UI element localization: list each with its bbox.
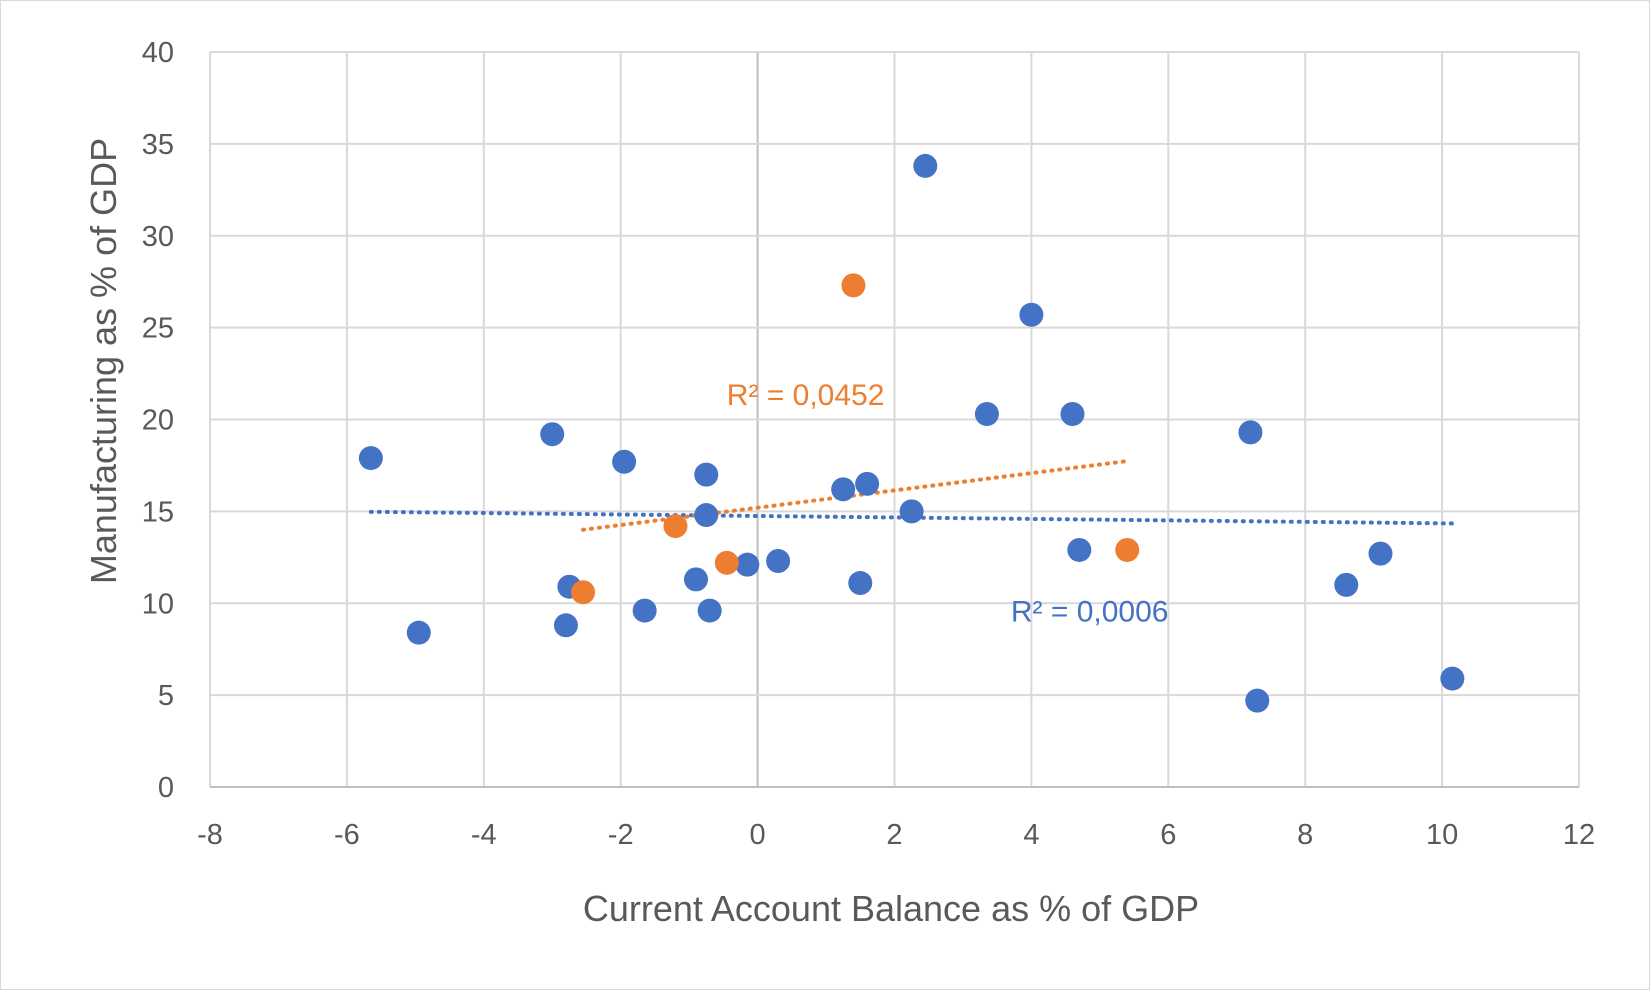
labels: -8 -6 -4 -2 0 2 4 6 8 10 12 0 5 10 15 20 25 30 35 40 R² = 0,… — [142, 37, 1595, 851]
data-point — [899, 499, 924, 524]
data-point — [913, 153, 938, 178]
y-tick-label: 0 — [158, 772, 174, 804]
x-tick-label: -8 — [197, 819, 223, 851]
x-tick-label: 10 — [1426, 819, 1458, 851]
data-point — [766, 548, 791, 573]
data-point — [540, 422, 565, 447]
data-point — [1368, 541, 1393, 566]
data-point — [974, 401, 999, 426]
x-tick-label: -4 — [471, 819, 497, 851]
data-point — [1019, 302, 1044, 327]
data-point — [663, 514, 688, 539]
y-tick-label: 15 — [142, 496, 174, 528]
data-point — [1060, 401, 1085, 426]
data-point — [735, 552, 760, 577]
data-point — [694, 462, 719, 487]
y-tick-label: 30 — [142, 221, 174, 253]
data-point — [855, 471, 880, 496]
trendlines — [368, 459, 1455, 532]
data-point — [1440, 666, 1465, 691]
x-axis-title: Current Account Balance as % of GDP — [583, 888, 1199, 929]
x-tick-label: 2 — [886, 819, 902, 851]
grid — [209, 51, 1580, 788]
data-point — [1067, 537, 1092, 562]
data-point — [1238, 420, 1263, 445]
data-point — [683, 567, 708, 592]
data-point — [714, 550, 739, 575]
r-squared-label: R² = 0,0452 — [727, 379, 885, 412]
data-point — [841, 273, 866, 298]
data-point — [694, 503, 719, 528]
x-tick-label: -6 — [334, 819, 360, 851]
y-axis-title: Manufacturing as % of GDP — [83, 138, 124, 584]
r-squared-label: R² = 0,0006 — [1011, 596, 1169, 629]
x-tick-label: 8 — [1297, 819, 1313, 851]
data-point — [553, 613, 578, 638]
trendline — [581, 459, 1130, 532]
y-tick-label: 25 — [142, 313, 174, 345]
data-point — [1245, 688, 1270, 713]
x-tick-label: 12 — [1563, 819, 1595, 851]
data-point — [848, 571, 873, 596]
data-point — [612, 449, 637, 474]
data-point — [406, 620, 431, 645]
y-tick-label: 40 — [142, 37, 174, 69]
data-point — [358, 446, 383, 471]
x-tick-label: 6 — [1160, 819, 1176, 851]
data-point — [632, 598, 657, 623]
data-point — [697, 598, 722, 623]
y-tick-label: 10 — [142, 588, 174, 620]
y-tick-label: 35 — [142, 129, 174, 161]
data-point — [1115, 537, 1140, 562]
y-tick-label: 5 — [158, 680, 174, 712]
data-points — [358, 153, 1465, 713]
x-tick-label: 0 — [750, 819, 766, 851]
data-point — [571, 580, 596, 605]
data-point — [1334, 572, 1359, 597]
x-tick-label: -2 — [608, 819, 634, 851]
x-tick-label: 4 — [1023, 819, 1039, 851]
y-tick-label: 20 — [142, 405, 174, 437]
data-point — [831, 477, 856, 502]
